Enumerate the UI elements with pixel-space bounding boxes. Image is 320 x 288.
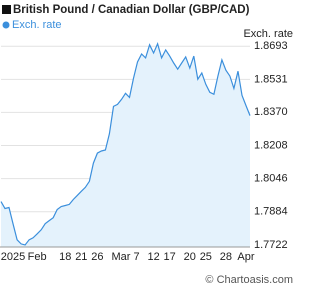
x-tick-label: 26 [91,251,103,263]
x-tick-label: Feb [28,251,47,263]
chart: British Pound / Canadian Dollar (GBP/CAD… [0,4,293,286]
x-tick-label: 21 [75,251,87,263]
x-tick-label: 17 [164,251,176,263]
x-tick-label: Apr [237,251,254,263]
y-tick-label: 1.8693 [254,40,288,52]
legend-label: Exch. rate [12,19,62,31]
y-tick-label: 1.8531 [254,73,288,85]
y-axis-label: Exch. rate [243,28,293,40]
x-tick-label: 20 [184,251,196,263]
y-tick-label: 1.7722 [254,239,288,251]
x-tick-label: 18 [59,251,71,263]
x-tick-label: 2025 [1,251,25,263]
x-tick-label: Mar 7 [111,251,139,263]
y-tick-label: 1.8046 [254,173,288,185]
line [0,42,251,246]
credit: © Chartoasis.com [205,274,293,286]
x-tick-label: 12 [147,251,159,263]
x-tick-label: 25 [200,251,212,263]
area-fill [1,43,250,247]
y-tick-label: 1.8370 [254,106,288,118]
y-tick-label: 1.8208 [254,139,288,151]
chart-title: British Pound / Canadian Dollar (GBP/CAD… [13,4,250,16]
legend-marker [2,21,10,29]
title-icon [2,5,11,14]
y-tick-label: 1.7884 [254,206,288,218]
x-tick-label: 28 [220,251,232,263]
